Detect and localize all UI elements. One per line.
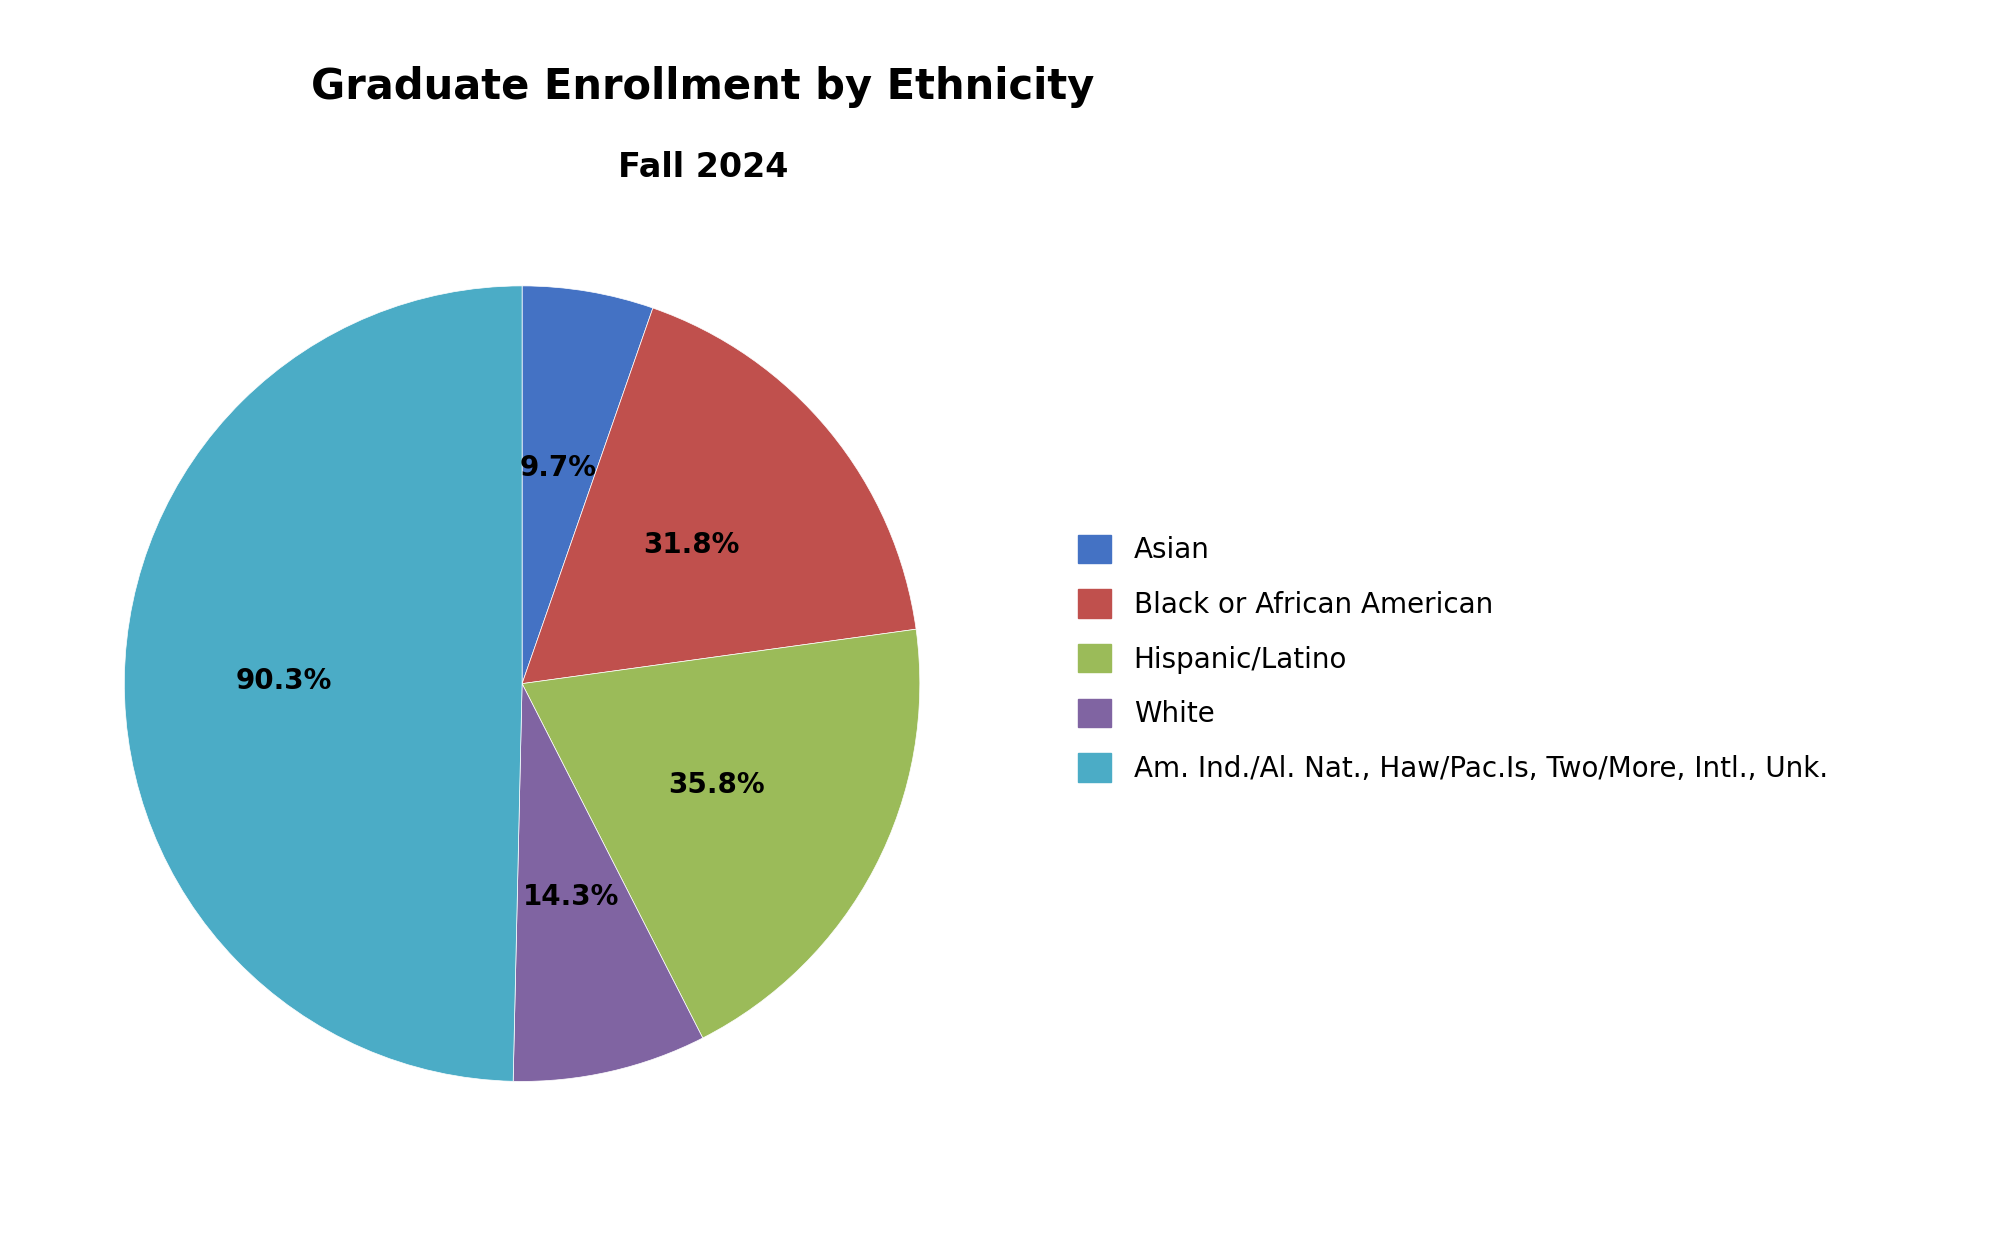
Wedge shape [522, 308, 915, 684]
Text: Graduate Enrollment by Ethnicity: Graduate Enrollment by Ethnicity [311, 66, 1094, 108]
Wedge shape [522, 629, 919, 1038]
Wedge shape [522, 286, 652, 684]
Wedge shape [124, 286, 522, 1081]
Text: 14.3%: 14.3% [522, 883, 618, 911]
Text: Fall 2024: Fall 2024 [618, 152, 787, 184]
Text: 35.8%: 35.8% [668, 771, 765, 799]
Text: 9.7%: 9.7% [520, 454, 596, 482]
Text: 90.3%: 90.3% [235, 667, 331, 695]
Wedge shape [514, 684, 702, 1081]
Text: 31.8%: 31.8% [642, 531, 739, 559]
Legend: Asian, Black or African American, Hispanic/Latino, White, Am. Ind./Al. Nat., Haw: Asian, Black or African American, Hispan… [1078, 534, 1826, 783]
